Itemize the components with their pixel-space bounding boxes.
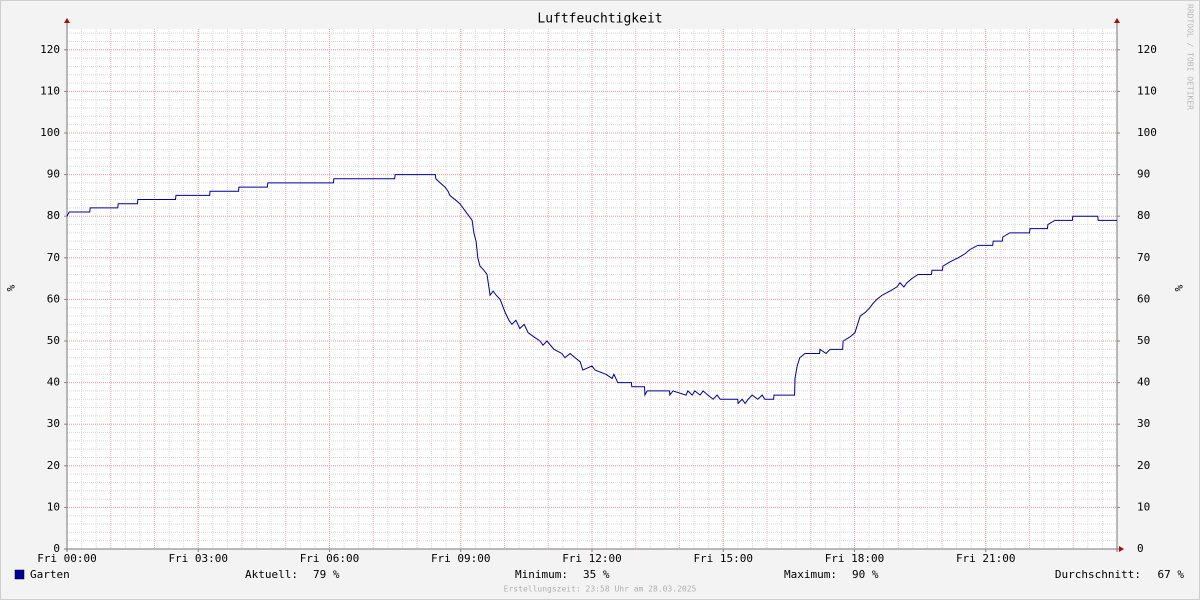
x-tick-label: Fri 21:00 xyxy=(956,552,1016,565)
y2-tick-label: 40 xyxy=(1137,376,1150,389)
y-tick-label: 0 xyxy=(53,542,60,555)
y-tick-label: 120 xyxy=(40,43,60,56)
y2-axis-label: % xyxy=(1172,285,1185,292)
x-tick-label: Fri 09:00 xyxy=(431,552,491,565)
y-tick-label: 10 xyxy=(47,500,60,513)
labels: 0 10 20 30 40 50 60 70 80 90 100 110 120 0 10 20 30 40 50 6… xyxy=(14,43,1185,581)
y-tick-label: 60 xyxy=(47,292,60,305)
grid xyxy=(64,18,1124,552)
x-tick-label: Fri 15:00 xyxy=(693,552,753,565)
y2-tick-label: 90 xyxy=(1137,168,1150,181)
y-tick-label: 40 xyxy=(47,376,60,389)
x-tick-label: Fri 12:00 xyxy=(562,552,622,565)
stat-value: 90 % xyxy=(852,568,879,581)
y2-tick-label: 50 xyxy=(1137,334,1150,347)
y-tick-label: 100 xyxy=(40,126,60,139)
stat-label: Durchschnitt: xyxy=(1055,568,1141,581)
y2-tick-label: 110 xyxy=(1137,84,1157,97)
legend-swatch xyxy=(14,569,25,580)
y-tick-label: 110 xyxy=(40,84,60,97)
y2-tick-label: 70 xyxy=(1137,251,1150,264)
y2-tick-label: 80 xyxy=(1137,209,1150,222)
watermark: RRDTOOL / TOBI OETIKER xyxy=(1186,4,1195,110)
y-tick-label: 70 xyxy=(47,251,60,264)
y-tick-label: 50 xyxy=(47,334,60,347)
axis-arrow xyxy=(1114,18,1120,23)
y2-tick-label: 20 xyxy=(1137,459,1150,472)
axis-arrow xyxy=(1119,546,1124,552)
y-tick-label: 20 xyxy=(47,459,60,472)
x-tick-label: Fri 18:00 xyxy=(825,552,885,565)
x-tick-label: Fri 06:00 xyxy=(300,552,360,565)
y2-tick-label: 100 xyxy=(1137,126,1157,139)
y2-tick-label: 120 xyxy=(1137,43,1157,56)
stat-label: Minimum: xyxy=(515,568,568,581)
y-tick-label: 80 xyxy=(47,209,60,222)
y2-tick-label: 10 xyxy=(1137,500,1150,513)
axis-arrow xyxy=(64,18,70,23)
stat-value: 35 % xyxy=(583,568,610,581)
stat-label: Aktuell: xyxy=(245,568,298,581)
y2-tick-label: 0 xyxy=(1137,542,1144,555)
marks xyxy=(66,174,1117,405)
stat-label: Maximum: xyxy=(784,568,837,581)
y-axis-label: % xyxy=(4,285,17,292)
chart-title: Luftfeuchtigkeit xyxy=(537,12,662,27)
stat-value: 79 % xyxy=(313,568,340,581)
y2-tick-label: 60 xyxy=(1137,292,1150,305)
footer: Erstellungszeit: 23:58 Uhr am 28.03.2025 xyxy=(504,585,697,594)
y2-tick-label: 30 xyxy=(1137,417,1150,430)
y-tick-label: 30 xyxy=(47,417,60,430)
stat-value: 67 % xyxy=(1158,568,1185,581)
y-tick-label: 90 xyxy=(47,168,60,181)
series-line xyxy=(66,174,1117,405)
x-tick-label: Fri 00:00 xyxy=(37,552,97,565)
legend-label: Garten xyxy=(30,568,70,581)
x-tick-label: Fri 03:00 xyxy=(168,552,228,565)
